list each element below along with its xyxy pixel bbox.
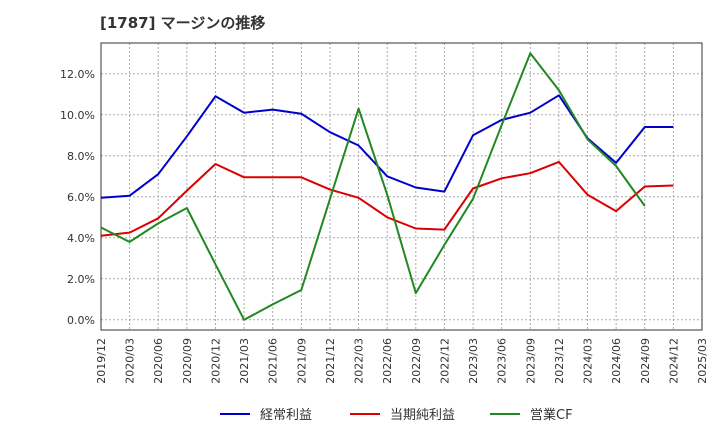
y-tick-label: 0.0% (67, 314, 95, 327)
x-tick-label: 2021/06 (267, 338, 280, 384)
x-tick-label: 2021/09 (295, 338, 308, 384)
y-tick-label: 10.0% (60, 109, 95, 122)
y-tick-label: 4.0% (67, 232, 95, 245)
x-tick-label: 2023/12 (553, 338, 566, 384)
series-line-2 (100, 160, 674, 237)
x-tick-label: 2023/09 (524, 338, 537, 384)
chart-title: [1787] マージンの推移 (100, 14, 266, 32)
axis-layer: 0.0% 2.0% 4.0% 6.0% 8.0% 10.0% 12.0% 2019/12 202… (60, 42, 709, 384)
x-tick-label: 2024/12 (667, 338, 680, 384)
legend-label-3: 営業CF (530, 407, 573, 423)
x-tick-label: 2024/09 (639, 338, 652, 384)
x-tick-label: 2020/06 (152, 338, 165, 384)
legend-label-1: 経常利益 (260, 408, 312, 423)
x-tick-label: 2022/06 (381, 338, 394, 384)
y-tick-label: 2.0% (67, 273, 95, 286)
y-tick-label: 6.0% (67, 191, 95, 204)
x-tick-label: 2021/12 (324, 338, 337, 384)
x-tick-label: 2022/09 (410, 338, 423, 384)
x-tick-label: 2023/03 (467, 338, 480, 384)
grid-layer (100, 43, 703, 330)
x-tick-label: 2022/12 (438, 338, 451, 384)
plot-area (101, 43, 702, 330)
x-tick-label: 2021/03 (238, 338, 251, 384)
x-tick-label: 2020/03 (124, 338, 137, 384)
legend-label-2: 当期純利益 (390, 408, 455, 423)
x-tick-label: 2020/09 (181, 338, 194, 384)
x-tick-label: 2020/12 (209, 338, 222, 384)
series-line-3 (100, 52, 646, 321)
x-tick-label: 2022/03 (353, 338, 366, 384)
x-tick-label: 2025/03 (696, 338, 709, 384)
plot-frame (100, 42, 703, 331)
legend: 経常利益 当期純利益 営業CF (220, 407, 573, 423)
series-layer (100, 52, 674, 321)
x-tick-label: 2024/03 (582, 338, 595, 384)
x-tick-label: 2023/06 (496, 338, 509, 384)
x-tick-label: 2019/12 (95, 338, 108, 384)
y-tick-label: 12.0% (60, 68, 95, 81)
x-tick-label: 2024/06 (610, 338, 623, 384)
y-tick-label: 8.0% (67, 150, 95, 163)
